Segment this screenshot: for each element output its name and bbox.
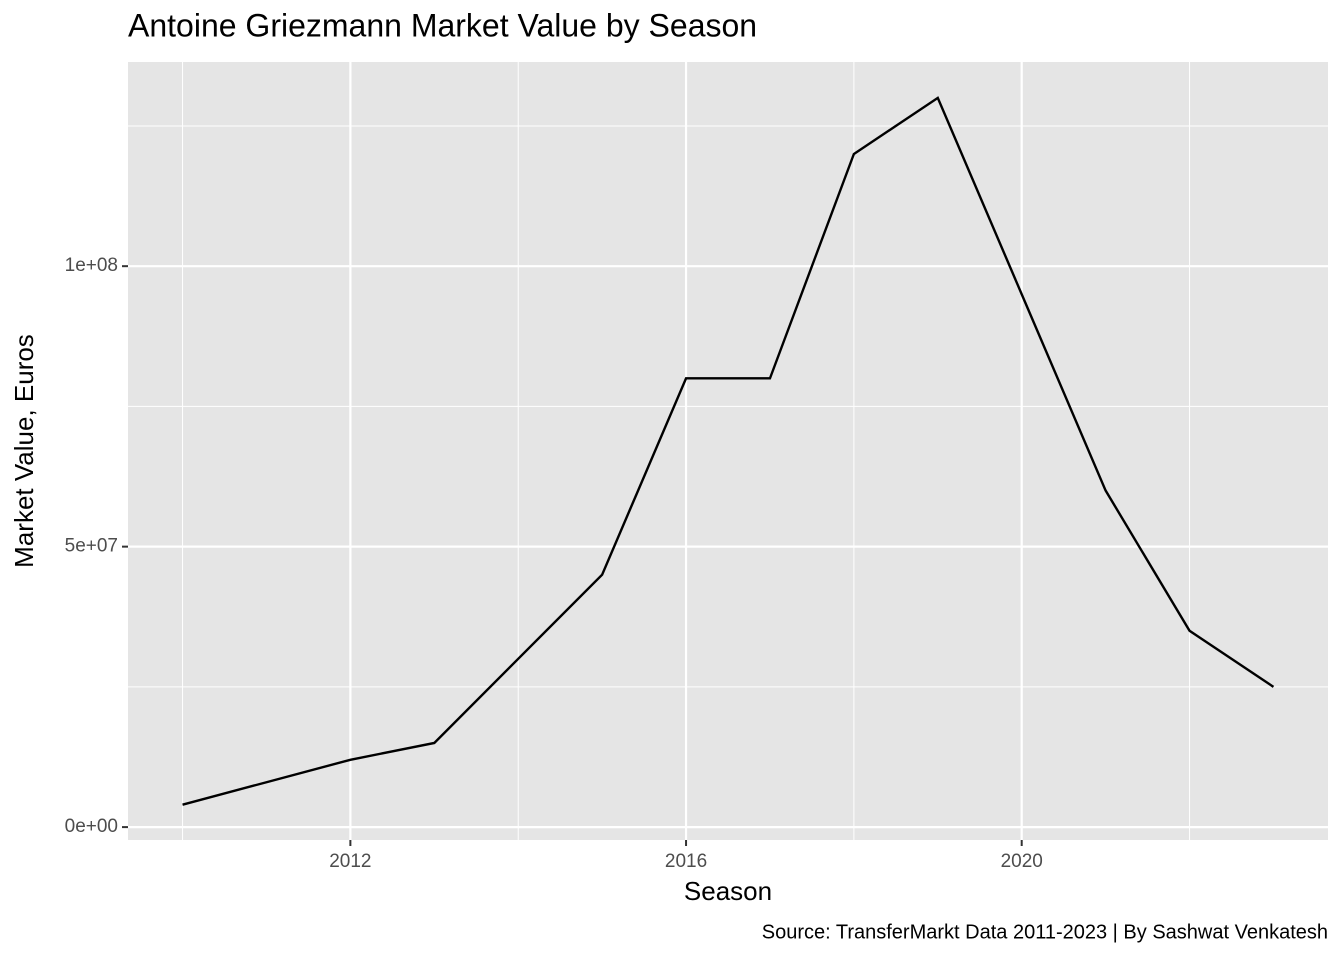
- chart-title: Antoine Griezmann Market Value by Season: [128, 7, 757, 43]
- x-axis-label: Season: [684, 876, 772, 906]
- y-tick-label: 0e+00: [65, 816, 118, 837]
- caption: Source: TransferMarkt Data 2011-2023 | B…: [762, 921, 1328, 943]
- y-axis-label: Market Value, Euros: [9, 334, 39, 568]
- y-tick-label: 5e+07: [65, 536, 118, 557]
- y-tick-label: 1e+08: [65, 255, 118, 276]
- x-tick-label: 2016: [665, 851, 707, 872]
- line-series: [182, 96, 1275, 806]
- x-tick-label: 2020: [1001, 851, 1043, 872]
- plot-panel: [128, 62, 1328, 840]
- x-tick-label: 2012: [329, 851, 371, 872]
